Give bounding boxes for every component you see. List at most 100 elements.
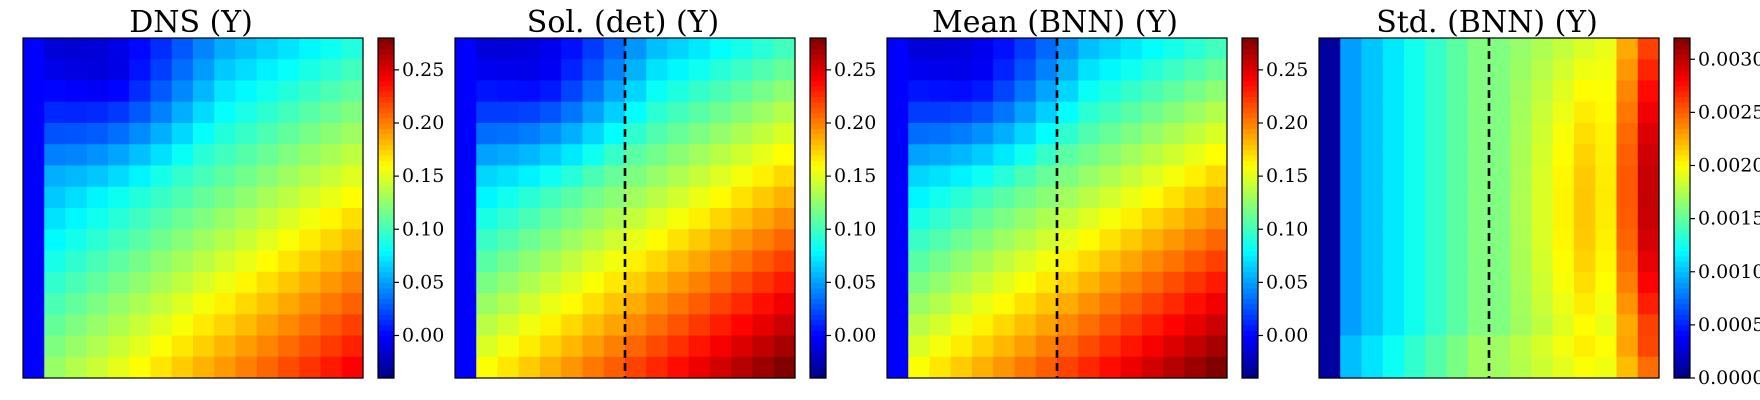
heatmap-cell [929,144,952,167]
colorbar-segment [378,298,394,305]
heatmap-cell [65,101,88,124]
colorbar-segment [810,53,826,60]
heatmap-cell [108,314,130,337]
heatmap-cell [950,229,973,252]
heatmap-cell [1319,38,1341,60]
heatmap-cell [625,165,647,188]
heatmap-cell [1446,356,1469,379]
colorbar-segment [1242,133,1258,140]
heatmap-cell [993,250,1016,273]
heatmap-cell [23,271,45,294]
colorbar-frame [809,37,827,379]
heatmap-cell [1014,271,1037,294]
heatmap-cell [1057,165,1079,188]
heatmap-cell [341,356,364,379]
heatmap-cell [582,38,605,60]
colorbar-segment [1674,245,1690,252]
heatmap-cell [1057,229,1079,252]
heatmap-cell [44,123,67,145]
heatmap-cell [341,293,364,315]
heatmap-cell [1467,229,1490,252]
heatmap-cell [972,356,994,379]
heatmap-cell [1078,123,1101,145]
colorbar-segment [1674,356,1690,363]
heatmap-cell [773,229,796,252]
colorbar-segment [1242,91,1258,98]
colorbar-segment [1674,133,1690,140]
heatmap-cell [86,123,109,145]
heatmap-cell [1425,38,1448,60]
heatmap-cell [929,59,952,82]
heatmap-cell [993,186,1016,209]
heatmap-cell [1637,293,1660,315]
heatmap-cell [518,144,541,167]
colorbar-segment [378,346,394,353]
colorbar-segment [1242,48,1258,55]
colorbar-segment [810,133,826,140]
colorbar-frame [1241,37,1259,379]
heatmap-cell [887,186,909,209]
colorbar-segment [378,96,394,103]
colorbar-segment [378,340,394,347]
heatmap-cell [1446,123,1469,145]
heatmap-cell [518,335,541,358]
heatmap-cell [65,38,88,60]
heatmap-cell [773,80,796,103]
heatmap-cell [1552,271,1575,294]
colorbar-segment [810,324,826,331]
heatmap-cell [1382,144,1405,167]
colorbar-segment [810,144,826,151]
heatmap-cell [235,38,258,60]
heatmap-cell [86,208,109,230]
heatmap-cell [497,293,520,315]
heatmap-cell [1361,101,1384,124]
colorbar-segment [378,271,394,278]
colorbar-segment [1674,192,1690,198]
heatmap-cell [1078,293,1101,315]
heatmap-cell [561,356,584,379]
colorbar-segment [1674,298,1690,305]
heatmap-cell [1531,356,1554,379]
heatmap-cell [1319,101,1341,124]
heatmap-cell [887,59,909,82]
heatmap-cell [1531,335,1554,358]
colorbar-segment [1242,186,1258,193]
heatmap-cell [1616,356,1639,379]
heatmap-cell [1382,80,1405,103]
colorbar-segment [810,362,826,368]
heatmap-cell [1425,335,1448,358]
colorbar-segment [1242,53,1258,60]
heatmap-cell [1531,80,1554,103]
heatmap-cell [1425,165,1448,188]
heatmap-cell [86,144,109,167]
heatmap-cell [23,186,45,209]
colorbar-segment [1674,208,1690,214]
heatmap-cell [1142,144,1164,167]
heatmap-cell [65,250,88,273]
heatmap-cell [476,293,499,315]
colorbar-segment [1242,123,1258,129]
heatmap-cell [23,144,45,167]
colorbar-segment [1674,138,1690,145]
heatmap-cell [1099,250,1122,273]
heatmap-cell [1425,80,1448,103]
heatmap-cell [908,144,931,167]
heatmap-cell [1014,59,1037,82]
heatmap-cell [1340,335,1363,358]
heatmap-cell [1078,250,1101,273]
heatmap-cell [278,229,300,252]
heatmap-cell [929,356,952,379]
heatmap-cell [193,314,215,337]
colorbar-segment [1674,85,1690,92]
heatmap-cell [1574,293,1596,315]
heatmap-cell [44,208,67,230]
heatmap-cell [1120,186,1143,209]
heatmap-cell [646,250,669,273]
heatmap-cell [193,123,215,145]
colorbar-segment [1242,372,1258,379]
heatmap-cell [1184,229,1207,252]
heatmap-cell [1035,250,1058,273]
heatmap-cell [1035,101,1058,124]
heatmap-cell [23,80,45,103]
heatmap-cell [887,314,909,337]
